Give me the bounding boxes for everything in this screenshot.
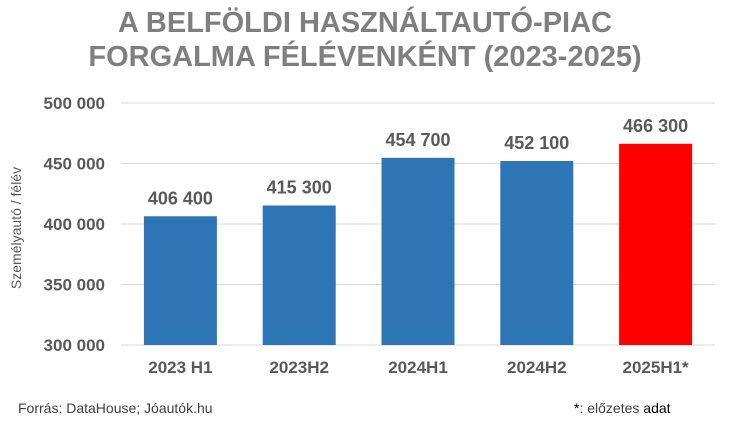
y-axis-tick-labels: 300 000 350 000 400 000 450 000 500 000 bbox=[44, 94, 105, 355]
source-note: Forrás: DataHouse; Jóautók.hu bbox=[18, 400, 213, 416]
data-label: 454 700 bbox=[385, 130, 450, 150]
y-tick-label: 500 000 bbox=[44, 94, 105, 113]
x-tick-label: 2023H2 bbox=[269, 358, 329, 377]
bar bbox=[143, 216, 217, 345]
bars bbox=[143, 143, 693, 345]
chart-title: A BELFÖLDI HASZNÁLTAUTÓ-PIAC FORGALMA FÉ… bbox=[0, 6, 730, 74]
data-labels: 406 400 415 300 454 700 452 100 466 300 bbox=[148, 116, 688, 208]
x-tick-label: 2023 H1 bbox=[148, 358, 212, 377]
data-label: 415 300 bbox=[267, 177, 332, 197]
y-tick-label: 300 000 bbox=[44, 336, 105, 355]
preliminary-note: *: előzetes adat bbox=[574, 400, 671, 416]
x-tick-label: 2024H1 bbox=[388, 358, 448, 377]
y-tick-label: 350 000 bbox=[44, 276, 105, 295]
x-tick-label: 2025H1* bbox=[623, 358, 690, 377]
data-label: 452 100 bbox=[504, 133, 569, 153]
note-adat: adat bbox=[643, 400, 671, 416]
x-axis-tick-labels: 2023 H1 2023H2 2024H1 2024H2 2025H1* bbox=[148, 358, 689, 377]
y-tick-label: 400 000 bbox=[44, 215, 105, 234]
y-axis-label: Személyautó / félév bbox=[8, 167, 24, 289]
note-text: : előzetes bbox=[579, 400, 644, 416]
chart-title-line-2: FORGALMA FÉLÉVENKÉNT (2023-2025) bbox=[88, 41, 642, 73]
x-tick-label: 2024H2 bbox=[507, 358, 567, 377]
note-asterisk: * bbox=[574, 400, 580, 416]
bar bbox=[381, 157, 455, 345]
bar bbox=[262, 205, 336, 345]
y-tick-label: 450 000 bbox=[44, 155, 105, 174]
bar bbox=[500, 160, 574, 345]
chart-title-line-1: A BELFÖLDI HASZNÁLTAUTÓ-PIAC bbox=[117, 7, 613, 39]
data-label: 466 300 bbox=[623, 116, 688, 136]
data-label: 406 400 bbox=[148, 188, 213, 208]
bar bbox=[619, 143, 693, 345]
